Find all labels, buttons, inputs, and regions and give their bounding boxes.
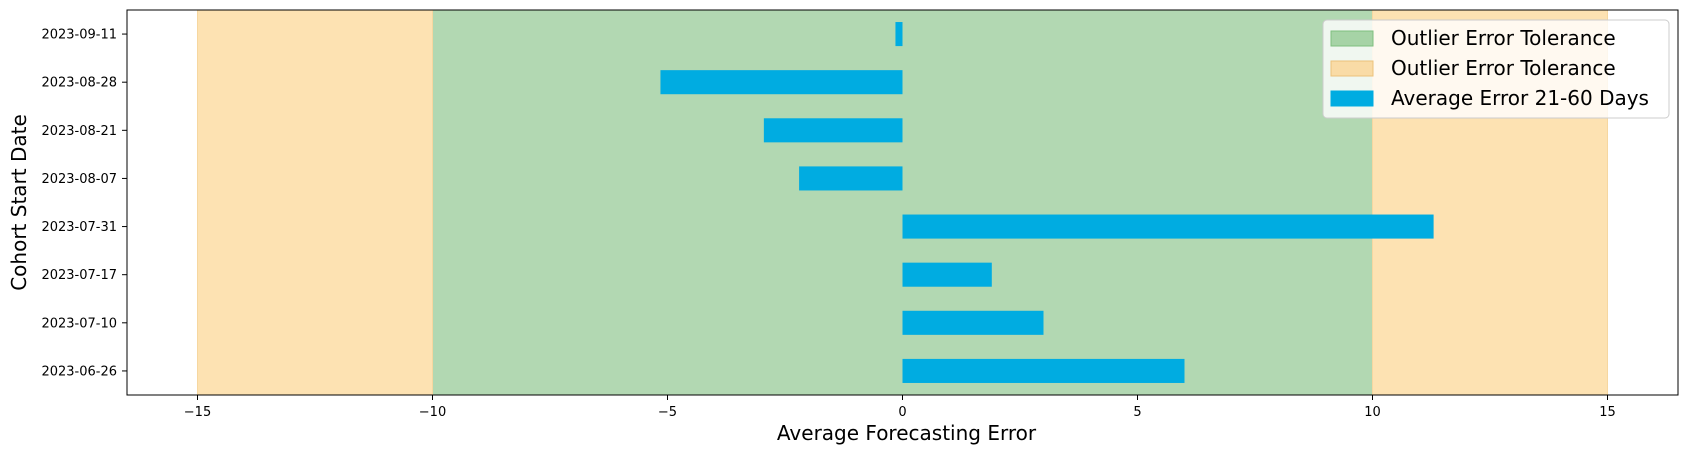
y-tick-label: 2023-08-28 [41,76,117,91]
x-tick-label: −5 [658,405,677,420]
bar-2023-06-26 [902,358,1185,383]
legend-box [1322,19,1670,119]
legend-swatch-1 [1330,60,1374,77]
y-tick-label: 2023-09-11 [41,28,117,43]
y-tick-label: 2023-07-31 [41,220,117,235]
y-tick-label: 2023-08-21 [41,124,117,139]
bar-2023-08-21 [763,118,903,143]
y-tick-label: 2023-07-17 [41,268,117,283]
legend: Outlier Error Tolerance Outlier Error Tol… [1322,19,1670,119]
legend-label-1: Outlier Error Tolerance [1391,56,1616,80]
tolerance-band-0 [432,10,1373,395]
x-tick-label: 15 [1599,405,1616,420]
x-tick-label: −10 [419,405,446,420]
tolerance-band-1 [197,10,433,395]
bar-2023-08-07 [799,166,903,191]
y-tick-label: 2023-07-10 [41,316,117,331]
legend-label-2: Average Error 21-60 Days [1391,86,1649,110]
x-tick-label: 5 [1133,405,1141,420]
bars [660,22,1434,383]
legend-label-0: Outlier Error Tolerance [1391,26,1616,50]
y-tick-label: 2023-06-26 [41,364,117,379]
bar-2023-07-31 [902,214,1434,239]
bar-2023-09-11 [895,22,903,47]
legend-swatch-0 [1330,30,1374,47]
bar-2023-07-10 [902,310,1044,335]
y-tick-label: 2023-08-07 [41,172,117,187]
y-axis-title: Cohort Start Date [7,114,31,291]
x-tick-label: 0 [898,405,906,420]
x-axis-title: Average Forecasting Error [777,421,1037,445]
x-tick-label: 10 [1364,405,1381,420]
x-axis: −15 −10 −5 0 5 10 15 [184,395,1616,420]
bar-2023-07-17 [902,262,992,287]
legend-swatch-2 [1330,90,1374,107]
y-axis: 2023-06-26 2023-07-10 2023-07-17 2023-07-31… [41,28,127,379]
bar-2023-08-28 [660,70,903,95]
x-tick-label: −15 [184,405,211,420]
